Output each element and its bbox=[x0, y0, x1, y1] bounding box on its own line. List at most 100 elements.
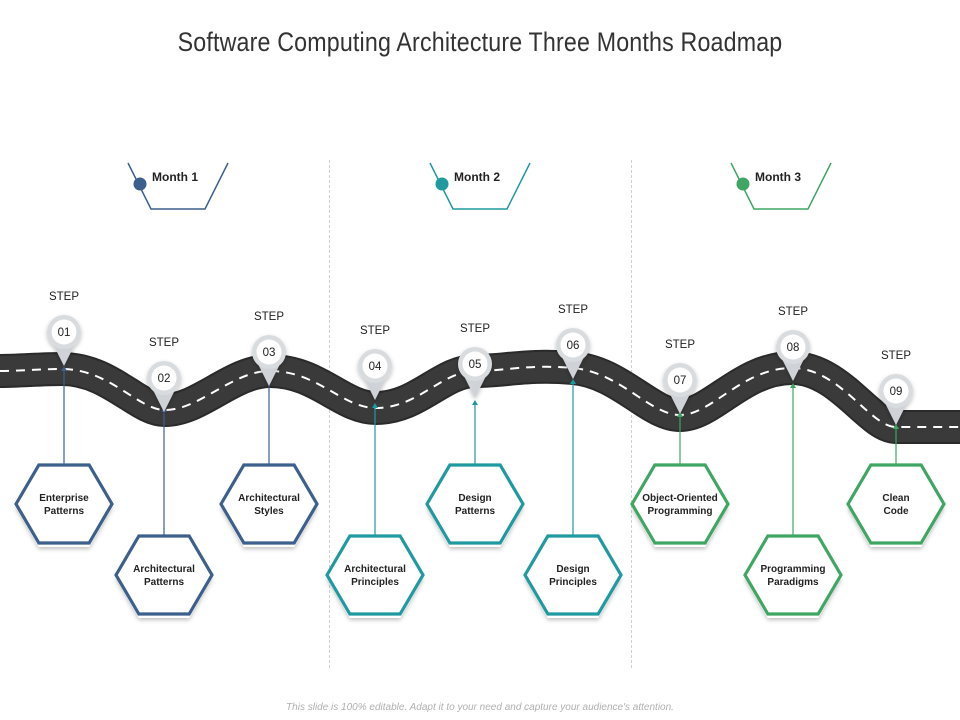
month-header-2: Month 2 bbox=[429, 162, 531, 210]
hexagon-border bbox=[523, 534, 623, 616]
step-title-line: Architectural bbox=[238, 493, 300, 504]
step-hexagon: Architectural Patterns bbox=[114, 534, 214, 618]
step-title-line: Clean bbox=[882, 493, 909, 504]
step-title-line: Patterns bbox=[455, 506, 495, 517]
step-number: 02 bbox=[158, 373, 171, 385]
pin-face bbox=[362, 353, 388, 379]
step-03: STEP 03 Architectural Styles bbox=[219, 311, 319, 547]
step-title-line: Patterns bbox=[44, 506, 84, 517]
step-label: STEP bbox=[665, 339, 695, 351]
step-label: STEP bbox=[881, 350, 911, 362]
step-hexagon: Programming Paradigms bbox=[743, 534, 843, 618]
map-pin-icon bbox=[879, 374, 913, 425]
map-pin-icon bbox=[458, 347, 492, 398]
map-pin-icon bbox=[147, 361, 181, 412]
step-hexagon: Object-Oriented Programming bbox=[630, 463, 730, 547]
hexagon-border bbox=[743, 534, 843, 616]
hexagon-border bbox=[114, 534, 214, 616]
step-01: STEP 01 Enterprise Patterns bbox=[14, 291, 114, 547]
step-title-line: Principles bbox=[549, 577, 597, 588]
month-label: Month 2 bbox=[454, 170, 500, 184]
connector-arrow-icon bbox=[372, 403, 378, 408]
step-hexagon: Architectural Principles bbox=[325, 534, 425, 618]
map-pin-icon bbox=[556, 328, 590, 379]
connector-arrow-icon bbox=[570, 379, 576, 384]
map-pin-icon bbox=[47, 315, 81, 366]
page-title: Software Computing Architecture Three Mo… bbox=[177, 27, 783, 57]
step-number: 04 bbox=[369, 361, 382, 373]
step-title: Architectural Styles bbox=[238, 493, 300, 517]
month-marker-dot bbox=[736, 177, 750, 191]
step-title-line: Programming bbox=[760, 564, 825, 575]
pin-face bbox=[151, 365, 177, 391]
connector-arrow-icon bbox=[472, 400, 478, 405]
step-label: STEP bbox=[778, 306, 808, 318]
connector-arrow-icon bbox=[893, 424, 899, 429]
connector-arrow-icon bbox=[790, 383, 796, 388]
hexagon-border bbox=[630, 463, 730, 545]
step-04: STEP 04 Architectural Principles bbox=[325, 325, 425, 618]
step-title-line: Principles bbox=[351, 577, 399, 588]
hexagon-border bbox=[219, 463, 319, 545]
hexagon-border bbox=[846, 463, 946, 545]
pin-face bbox=[883, 378, 909, 404]
month-label: Month 3 bbox=[755, 170, 801, 184]
pin-face bbox=[51, 319, 77, 345]
step-08: STEP 08 Programming Paradigms bbox=[743, 306, 843, 618]
step-number: 09 bbox=[890, 386, 903, 398]
hexagon-border bbox=[425, 463, 525, 545]
step-title-line: Design bbox=[458, 493, 491, 504]
pin-face bbox=[780, 334, 806, 360]
step-02: STEP 02 Architectural Patterns bbox=[114, 337, 214, 618]
step-title-line: Architectural bbox=[344, 564, 406, 575]
pin-face bbox=[462, 351, 488, 377]
map-pin-icon bbox=[776, 330, 810, 381]
step-number: 06 bbox=[567, 340, 580, 352]
step-title-line: Paradigms bbox=[767, 577, 819, 588]
step-title: Design Patterns bbox=[455, 493, 495, 517]
step-title-line: Programming bbox=[647, 506, 712, 517]
step-title-line: Object-Oriented bbox=[642, 493, 718, 504]
step-09: STEP 09 Clean Code bbox=[846, 350, 946, 547]
map-pin-icon bbox=[252, 335, 286, 386]
step-hexagon: Architectural Styles bbox=[219, 463, 319, 547]
step-title-line: Architectural bbox=[133, 564, 195, 575]
step-number: 05 bbox=[469, 359, 482, 371]
step-title-line: Styles bbox=[254, 506, 284, 517]
step-number: 08 bbox=[787, 342, 800, 354]
map-pin-icon bbox=[358, 349, 392, 400]
step-title-line: Enterprise bbox=[39, 493, 89, 504]
step-hexagon: Enterprise Patterns bbox=[14, 463, 114, 547]
step-label: STEP bbox=[460, 323, 490, 335]
hexagon-border bbox=[325, 534, 425, 616]
step-title: Architectural Patterns bbox=[133, 564, 195, 588]
step-number: 01 bbox=[58, 327, 71, 339]
step-title: Object-Oriented Programming bbox=[642, 493, 718, 517]
step-title-line: Patterns bbox=[144, 577, 184, 588]
month-divider-2 bbox=[631, 160, 632, 668]
step-title: Enterprise Patterns bbox=[39, 493, 89, 517]
road-centerline bbox=[0, 365, 960, 428]
step-05: STEP 05 Design Patterns bbox=[425, 323, 525, 547]
month-divider-1 bbox=[329, 160, 330, 668]
step-title: Clean Code bbox=[882, 493, 909, 517]
hexagon-border bbox=[14, 463, 114, 545]
step-label: STEP bbox=[149, 337, 179, 349]
step-07: STEP 07 Object-Oriented Programming bbox=[630, 339, 730, 547]
connector-arrow-icon bbox=[61, 366, 67, 371]
pin-face bbox=[256, 339, 282, 365]
month-header-1: Month 1 bbox=[127, 162, 229, 210]
pin-face bbox=[667, 367, 693, 393]
step-hexagon: Design Patterns bbox=[425, 463, 525, 547]
step-title: Design Principles bbox=[549, 564, 597, 588]
step-label: STEP bbox=[49, 291, 79, 303]
pin-face bbox=[560, 332, 586, 358]
step-label: STEP bbox=[254, 311, 284, 323]
step-title: Architectural Principles bbox=[344, 564, 406, 588]
step-06: STEP 06 Design Principles bbox=[523, 304, 623, 618]
step-title-line: Design bbox=[556, 564, 589, 575]
step-label: STEP bbox=[558, 304, 588, 316]
step-number: 03 bbox=[263, 347, 276, 359]
step-label: STEP bbox=[360, 325, 390, 337]
